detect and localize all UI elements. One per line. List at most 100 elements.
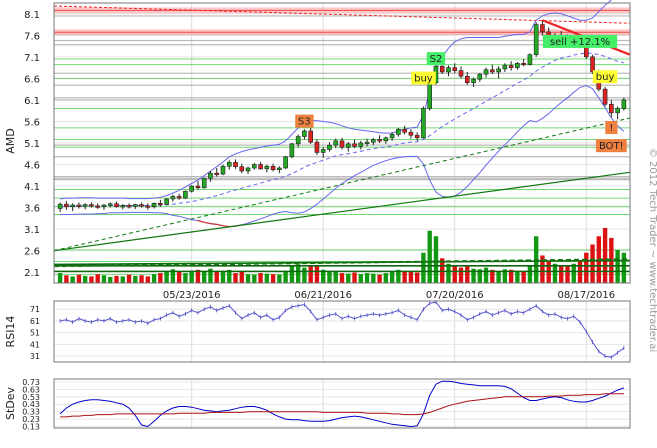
volume-bar [245, 274, 251, 283]
volume-bar [233, 273, 238, 283]
volume-bar [458, 267, 464, 283]
stdev-tick-label: 0.73 [22, 378, 40, 387]
watermark: © 2012 Tech Trader ~ www.techtrader.ai [647, 148, 657, 352]
annotation-box [542, 34, 618, 48]
solid-uptrend-line [53, 171, 631, 252]
volume-bar [295, 264, 301, 283]
stdev-tick-label: 0.23 [22, 415, 40, 424]
candle-body [502, 65, 508, 70]
volume-bar [108, 276, 113, 283]
volume-bar [465, 266, 470, 283]
volume-dashed-trend-line [53, 258, 631, 268]
panel-axis-name: StDev [4, 386, 17, 420]
candle-body [277, 167, 282, 171]
volume-bar [521, 272, 526, 283]
stdev-series-line-1 [60, 393, 624, 418]
annotation-label: sell +12.1% [550, 37, 610, 48]
volume-bar [170, 269, 176, 283]
candle-body [220, 165, 226, 175]
candle-body [320, 149, 326, 153]
volume-bar [176, 272, 182, 283]
date-tick-label: 06/21/2016 [294, 290, 352, 301]
volume-bar [527, 266, 533, 283]
candle-body [402, 128, 407, 133]
price-tick-label: 4.6 [24, 161, 40, 172]
candle-body [439, 66, 445, 73]
volume-bar [339, 273, 345, 283]
candle-body [408, 131, 414, 136]
volume-bar [477, 269, 482, 283]
candle-body [70, 204, 75, 208]
volume-bar [202, 272, 207, 283]
volume-bar [427, 230, 432, 283]
candle-body [107, 203, 113, 206]
volume-bar [101, 275, 107, 283]
volume-bar [289, 266, 295, 283]
candle-body [345, 143, 351, 148]
stdev-panel [54, 380, 630, 428]
candle-body [208, 172, 213, 179]
candle-body [176, 196, 182, 199]
candle-body [452, 67, 458, 71]
volume-bar [189, 270, 194, 283]
volume-bar [308, 266, 313, 283]
volume-bar [164, 270, 169, 283]
volume-bar [252, 274, 257, 283]
candle-body [602, 88, 608, 105]
candle-body [132, 204, 138, 207]
annotation-label: buy [596, 72, 615, 83]
volume-bar [264, 273, 270, 283]
volume-bar [602, 228, 608, 283]
annotation-box [411, 71, 436, 85]
volume-bar [433, 236, 439, 283]
price-tick-label: 2.6 [24, 247, 40, 258]
candle-body [189, 185, 194, 192]
candle-body [57, 203, 63, 209]
stdev-tick-label: 0.13 [22, 423, 40, 432]
volume-bar [396, 269, 401, 283]
volume-bar [540, 255, 545, 283]
candle-body [377, 139, 382, 142]
candle-body [82, 204, 88, 207]
annotation-box [295, 114, 314, 128]
price-tick-label: 3.1 [24, 225, 40, 236]
volume-bar [195, 269, 201, 283]
price-tick-label: 4.1 [24, 182, 40, 193]
rsi-tick-label: 31 [30, 352, 40, 361]
annotation-label: buy [414, 74, 433, 85]
candle-body [540, 24, 545, 33]
volume-bar [490, 269, 495, 283]
candle-body [327, 144, 332, 150]
volume-bar [383, 273, 389, 283]
volume-bar [321, 269, 326, 283]
candle-body [464, 75, 470, 83]
candle-body [414, 134, 420, 139]
annotation-box [592, 70, 618, 84]
candle-body [158, 203, 163, 206]
volume-bar [584, 252, 589, 283]
signal-annotations: S3 S2 buy sell +12.1% buy! BOT! [295, 34, 627, 153]
candle-body [264, 165, 270, 170]
volume-bar [414, 272, 420, 283]
candle-body [126, 205, 132, 208]
panel-frame [53, 2, 631, 284]
candle-body [339, 140, 345, 148]
volume-bar [277, 274, 282, 283]
volume-bar [371, 273, 376, 283]
volume-bar [114, 275, 119, 283]
volume-bar [120, 276, 125, 283]
candle-body [258, 164, 263, 170]
panel-axis-name: AMD [4, 128, 17, 154]
volume-bar [515, 270, 520, 283]
candle-body [427, 82, 432, 109]
volume-bar [389, 272, 395, 283]
candle-body [389, 134, 395, 139]
volume-bar [364, 273, 370, 283]
volume-bar [139, 275, 144, 283]
volume-bar [508, 269, 514, 283]
price-tick-label: 5.1 [24, 139, 40, 150]
candle-body [396, 128, 401, 135]
volume-bar [220, 272, 226, 283]
volume-bar [214, 270, 219, 283]
volume-bar [377, 274, 382, 283]
